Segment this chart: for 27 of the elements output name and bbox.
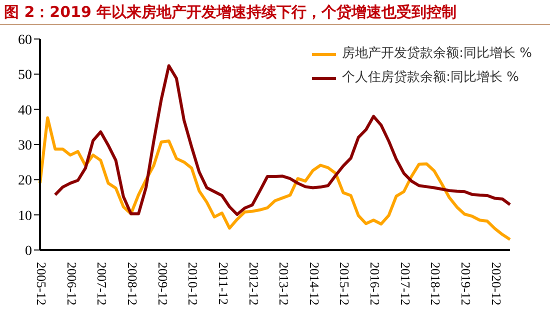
x-tick-label: 2018-12 <box>428 262 444 306</box>
x-tick-label: 2005-12 <box>34 262 50 306</box>
x-tick-label: 2006-12 <box>64 262 80 306</box>
line-series <box>38 116 512 241</box>
x-tick-label: 2014-12 <box>306 262 322 306</box>
y-tick-label: 20 <box>18 174 32 189</box>
y-tick-label: 60 <box>18 32 32 48</box>
x-tick-label: 2008-12 <box>124 262 140 306</box>
x-tick-label: 2015-12 <box>337 262 352 306</box>
legend-label: 个人住房贷款余额:同比增长 % <box>342 69 519 87</box>
x-tick-label: 2016-12 <box>368 262 383 306</box>
y-tick-label: 50 <box>18 68 32 84</box>
x-tick-label: 2020-12 <box>488 262 504 306</box>
x-tick-label: 2009-12 <box>155 262 170 306</box>
y-tick-label: 10 <box>18 208 32 224</box>
chart-title: 图 2：2019 年以来房地产开发增速持续下行，个贷增速也受到控制 <box>0 0 550 25</box>
x-tick-label: 2007-12 <box>94 262 110 306</box>
x-tick-label: 2010-12 <box>186 262 201 306</box>
x-tick-label: 2013-12 <box>276 262 292 306</box>
x-tick-label: 2011-12 <box>216 262 231 305</box>
y-tick-label: 0 <box>25 244 32 259</box>
x-tick-label: 2019-12 <box>458 262 474 306</box>
y-tick-label: 30 <box>18 138 32 154</box>
legend-label: 房地产开发贷款余额:同比增长 % <box>342 45 532 63</box>
x-tick-label: 2017-12 <box>398 262 413 306</box>
x-tick-label: 2012-12 <box>246 262 262 306</box>
y-tick-label: 40 <box>18 103 32 118</box>
